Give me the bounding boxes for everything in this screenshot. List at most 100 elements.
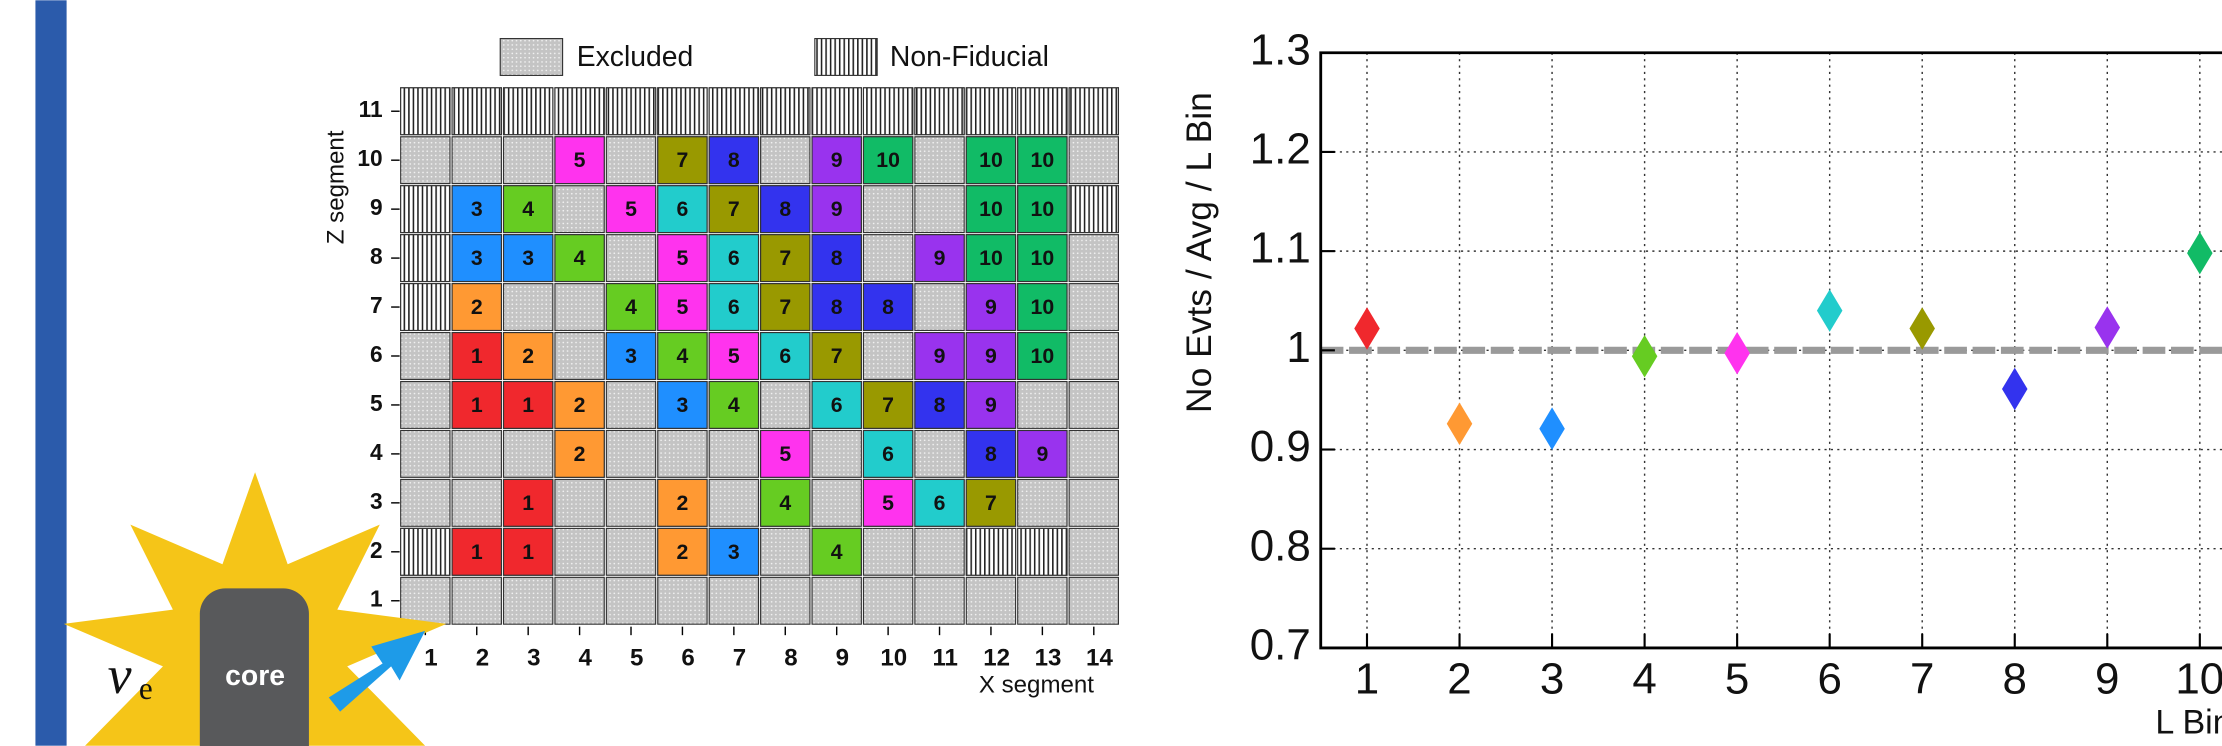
excluded-cell [914, 136, 965, 185]
badge-symbol: ν [108, 645, 132, 705]
excluded-cell [400, 576, 451, 625]
bin-cell [1017, 283, 1068, 332]
x-tick-label: 4 [1632, 655, 1656, 704]
y-tick-label: 10 [357, 145, 382, 171]
cell-label: 4 [625, 295, 637, 319]
x-tick-label: 8 [2003, 655, 2027, 704]
bin-cell [451, 283, 502, 332]
non-fiducial-cell [1017, 87, 1068, 136]
y-tick-label: 2 [370, 537, 383, 563]
cell-label: 7 [985, 491, 997, 515]
cell-label: 2 [677, 491, 689, 515]
bin-cell [554, 429, 605, 478]
cell-label: 3 [625, 344, 637, 368]
point [2187, 231, 2213, 275]
excluded-cell [760, 527, 811, 576]
y-tick-label: 3 [370, 488, 383, 514]
cell-label: 7 [677, 148, 689, 172]
point [1724, 332, 1750, 375]
badge: core ν e [63, 472, 447, 746]
cell-label: 7 [779, 246, 791, 270]
cell-label: 1 [522, 393, 534, 417]
cell-label: 9 [831, 148, 843, 172]
x-tick-label: 9 [836, 645, 849, 672]
non-fiducial-cell [400, 185, 451, 234]
excluded-cell [914, 185, 965, 234]
cell-label: 6 [779, 344, 791, 368]
excluded-cell [1068, 527, 1120, 576]
bin-cell [811, 283, 862, 332]
non-fiducial-cell [965, 527, 1017, 576]
excluded-cell [965, 576, 1017, 625]
cell-label: 10 [979, 148, 1003, 172]
excluded-cell [554, 576, 605, 625]
excluded-cell [1017, 576, 1068, 625]
cell-label: 3 [522, 246, 534, 270]
point [2001, 367, 2028, 411]
non-fiducial-cell [400, 87, 451, 136]
excluded-cell [862, 185, 914, 234]
bin-cell [451, 234, 502, 283]
bin-cell [862, 136, 914, 185]
bin-cell [605, 185, 657, 234]
y-axis-label: Z segment [323, 130, 350, 244]
x-tick-label: 5 [1725, 655, 1749, 704]
cell-label: 10 [1031, 246, 1055, 270]
excluded-cell [811, 478, 862, 527]
cell-label: 5 [677, 246, 689, 270]
x-tick-label: 14 [1086, 645, 1113, 672]
x-tick-label: 1 [1355, 655, 1379, 704]
non-fiducial-cell [400, 527, 451, 576]
bin-cell [554, 234, 605, 283]
bin-cell [657, 380, 708, 429]
non-fiducial-cell [708, 87, 760, 136]
cell-label: 8 [882, 295, 894, 319]
bin-cell [811, 380, 862, 429]
non-fiducial-cell [965, 87, 1017, 136]
y-tick-label: 1.2 [1250, 125, 1311, 174]
non-fiducial-cell [1017, 527, 1068, 576]
charts: 5 7 8 9 10 10 10 3 4 5 6 7 8 9 10 10 3 3 4 5 6 7 8 9 10 10 2 4 5 6 7 8 8… [357, 25, 2222, 704]
x-tick-label: 7 [733, 645, 746, 672]
bin-cell [451, 185, 502, 234]
bin-cell [965, 283, 1017, 332]
excluded-cell [914, 429, 965, 478]
y-tick-label: 1 [370, 586, 383, 612]
badge-text: core [225, 660, 285, 692]
bin-cell [965, 136, 1017, 185]
bin-cell [657, 234, 708, 283]
x-tick-label: 9 [2095, 655, 2119, 704]
excluded-cell [760, 380, 811, 429]
non-fiducial-cell [1068, 185, 1120, 234]
cell-label: 2 [574, 393, 586, 417]
bin-cell [965, 234, 1017, 283]
cell-label: 10 [1031, 295, 1055, 319]
non-fiducial-cell [451, 87, 502, 136]
point [1354, 307, 1380, 350]
bin-cell [914, 478, 965, 527]
excluded-cell [400, 380, 451, 429]
bin-cell [451, 332, 502, 380]
cell-label: 5 [728, 344, 740, 368]
bin-cell [760, 332, 811, 380]
excluded-cell [760, 136, 811, 185]
excluded-cell [1068, 429, 1120, 478]
excluded-cell [451, 136, 502, 185]
cell-label: 1 [471, 393, 483, 417]
bin-cell [657, 332, 708, 380]
cell-label: 3 [471, 246, 483, 270]
cell-label: 6 [728, 295, 740, 319]
badge-subscript: e [139, 671, 153, 706]
bin-cell [811, 185, 862, 234]
non-fiducial-cell [554, 87, 605, 136]
y-tick-label: 1.3 [1250, 25, 1311, 74]
excluded-cell [605, 576, 657, 625]
non-fiducial-cell [605, 87, 657, 136]
non-fiducial-cell [760, 87, 811, 136]
cell-label: 7 [779, 295, 791, 319]
cell-label: 7 [882, 393, 894, 417]
bin-cell [708, 283, 760, 332]
non-fiducial-cell [400, 283, 451, 332]
excluded-cell [1068, 283, 1120, 332]
bin-cell [657, 478, 708, 527]
